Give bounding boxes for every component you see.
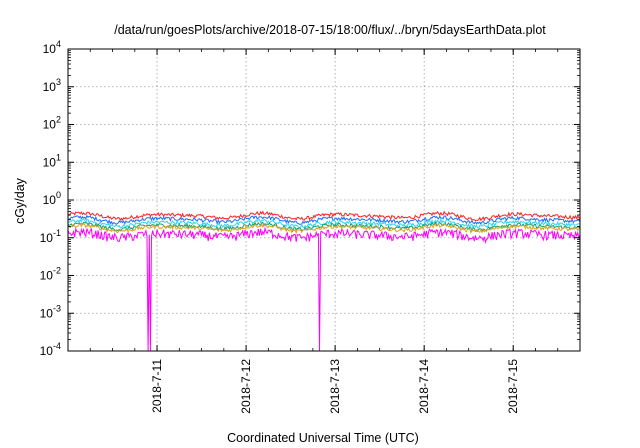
y-tick-label: 104 [43,39,61,56]
x-axis-ticks: 2018-7-11 2018-7-12 2018-7-13 2018-7-14 2018… [67,49,581,414]
y-tick-label: 10-1 [40,228,61,245]
grid-lines [68,49,580,351]
y-axis-ticks: 10-4 10-3 10-2 10-1 100 101 102 103 104 [40,39,580,358]
x-tick-label: 2018-7-12 [239,359,253,414]
y-tick-label: 10-3 [40,303,61,320]
series-group [67,210,581,352]
y-tick-label: 10-2 [40,266,61,283]
y-tick-label: 10-4 [40,341,61,358]
x-tick-label: 2018-7-15 [506,359,520,414]
y-tick-label: 102 [43,115,61,132]
series-line [67,210,581,222]
x-tick-label: 2018-7-13 [328,359,342,414]
series-line [67,214,581,226]
x-tick-label: 2018-7-14 [417,359,431,414]
y-tick-label: 100 [43,190,61,207]
y-tick-label: 101 [43,152,61,169]
series-line [67,226,581,352]
x-tick-label: 2018-7-11 [150,359,164,413]
series-line [67,222,581,235]
y-tick-label: 103 [43,77,61,94]
series-line [67,221,581,233]
chart-title: /data/run/goesPlots/archive/2018-07-15/1… [114,23,546,37]
x-axis-label: Coordinated Universal Time (UTC) [227,431,419,445]
y-axis-label: cGy/day [13,177,27,224]
